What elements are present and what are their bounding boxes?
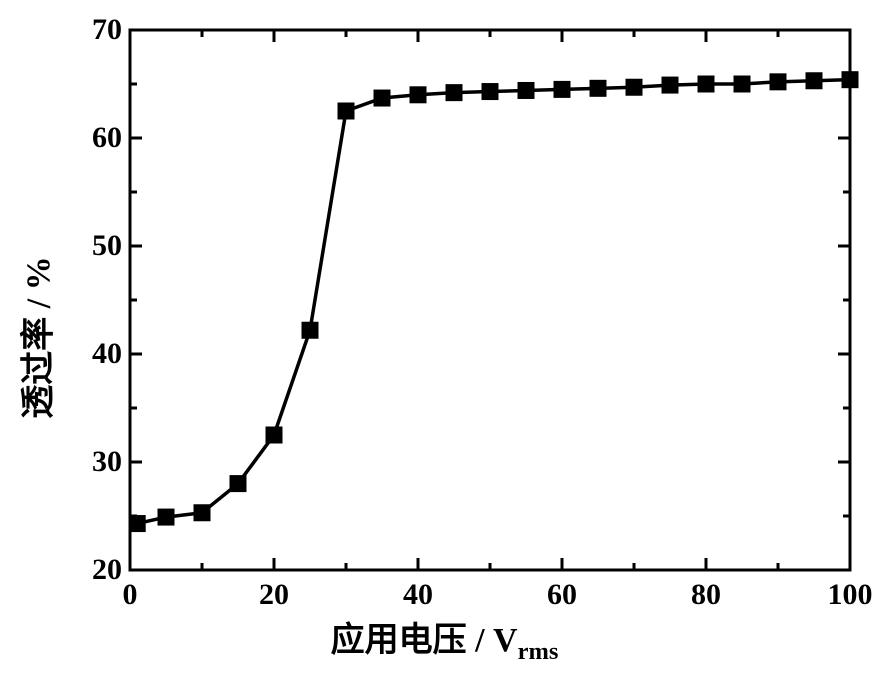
chart-svg [0, 0, 889, 674]
y-tick-label: 60 [80, 121, 122, 155]
y-axis-title: 透过率 / % [5, 0, 65, 674]
y-tick-label: 30 [80, 445, 122, 479]
x-tick-label: 20 [259, 578, 289, 612]
x-tick-label: 0 [123, 578, 138, 612]
x-axis-title: 应用电压 / Vrms [0, 612, 889, 666]
x-tick-label: 80 [691, 578, 721, 612]
x-tick-label: 60 [547, 578, 577, 612]
y-tick-label: 20 [80, 553, 122, 587]
x-tick-label: 100 [828, 578, 873, 612]
x-tick-label: 40 [403, 578, 433, 612]
chart-container: 透过率 / % 应用电压 / Vrms 02040608010020304050… [0, 0, 889, 674]
y-tick-label: 40 [80, 337, 122, 371]
y-tick-label: 50 [80, 229, 122, 263]
y-tick-label: 70 [80, 13, 122, 47]
